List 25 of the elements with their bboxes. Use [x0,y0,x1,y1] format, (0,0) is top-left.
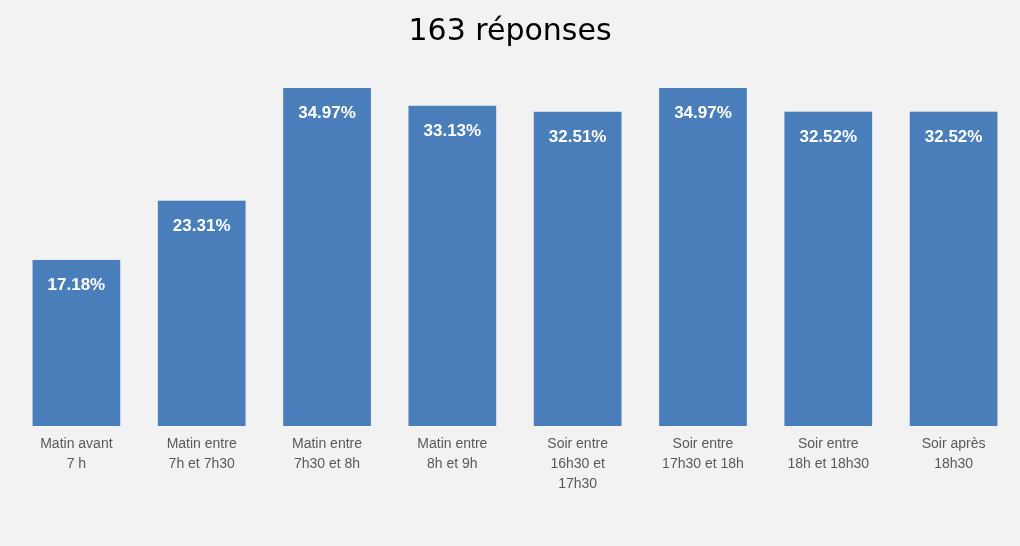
data-label: 32.52% [924,126,983,146]
bar [32,259,121,426]
x-tick-label: Matin entre 7h et 7h30 [166,435,237,471]
x-tick-label: Soir entre 17h30 et 18h [662,435,744,471]
x-tick-label: Soir entre 18h et 18h30 [787,435,870,471]
chart-title: 163 réponses [408,12,612,47]
data-label: 34.97% [298,103,356,122]
bar [283,88,371,426]
data-label: 23.31% [172,215,231,235]
data-label: 32.51% [548,126,607,146]
bar [408,105,497,426]
x-tick-label: Soir après 18h30 [921,435,986,471]
bar [659,88,747,426]
data-label: 32.52% [799,126,858,146]
bar [784,111,873,426]
data-label: 17.18% [47,274,106,294]
data-label: 33.13% [423,120,482,140]
x-tick-label: Matin avant 7 h [40,435,113,471]
x-tick-label: Matin entre 7h30 et 8h [292,435,363,471]
data-label: 34.97% [674,103,732,122]
x-tick-label: Matin entre 8h et 9h [417,435,488,471]
bar [157,200,246,426]
x-tick-label: Soir entre 16h30 et 17h30 [547,435,609,491]
bar [533,111,622,426]
bar [909,111,998,426]
